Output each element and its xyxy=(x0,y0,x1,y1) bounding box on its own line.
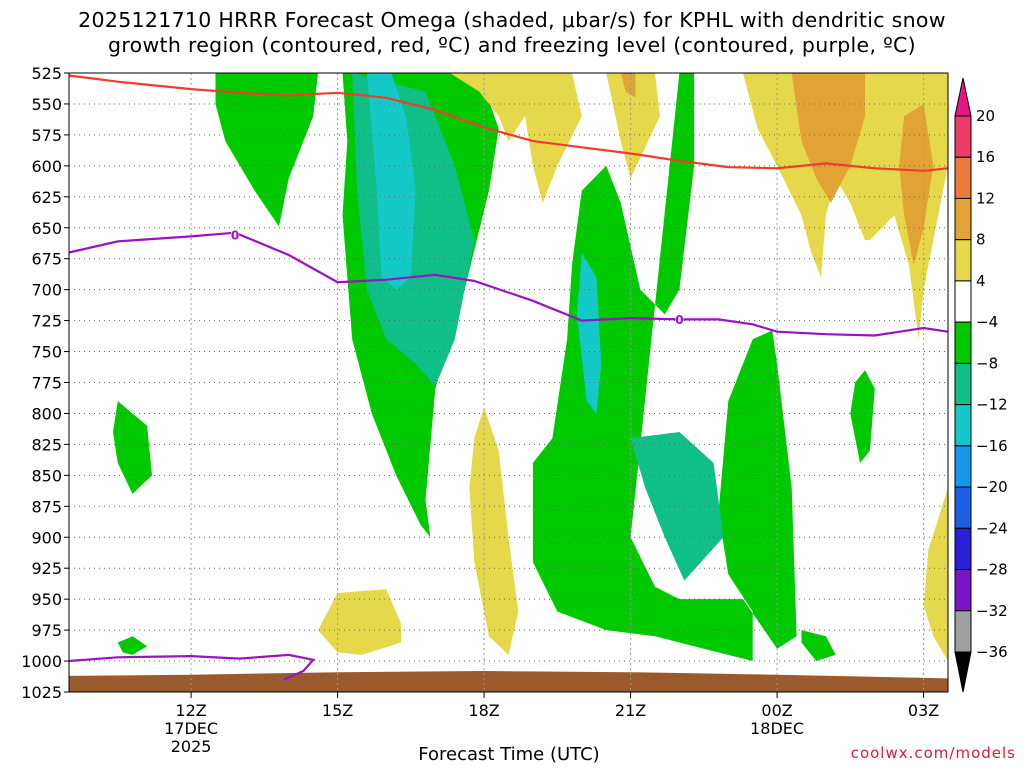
shaded-region-orange-right-col xyxy=(899,104,934,265)
y-tick-label-875: 875 xyxy=(31,497,62,516)
shaded-region-yellow-top-col-b xyxy=(518,73,582,203)
x-tick-label-15Z: 15Z xyxy=(322,701,353,720)
colorbar-label-4: 4 xyxy=(976,272,986,290)
contour-freezing-level xyxy=(68,231,949,337)
shaded-region-yellow-lower-18z xyxy=(469,407,519,655)
colorbar-label-13: −36 xyxy=(976,643,1008,661)
colorbar-swatch-0 xyxy=(954,115,972,158)
colorbar-label-12: −32 xyxy=(976,602,1008,620)
shaded-region-yellow-top-col-c xyxy=(606,73,660,179)
contour-label-0: 0 xyxy=(231,229,239,243)
y-tick-label-825: 825 xyxy=(31,435,62,454)
y-tick-label-900: 900 xyxy=(31,528,62,547)
contour-label-bg-1 xyxy=(675,312,684,326)
contour-dgz-red xyxy=(68,74,949,172)
y-tick-label-650: 650 xyxy=(31,219,62,238)
x-year-label-12Z: 2025 xyxy=(171,737,212,756)
colorbar-swatch-2 xyxy=(954,197,972,241)
colorbar-swatch-7 xyxy=(954,404,972,447)
contour-label-1: 0 xyxy=(675,313,683,327)
chart-title-line-1: 2025121710 HRRR Forecast Omega (shaded, … xyxy=(78,8,946,32)
colorbar-label-2: 12 xyxy=(976,189,995,207)
y-tick-label-625: 625 xyxy=(31,188,62,207)
colorbar-label-8: −16 xyxy=(976,437,1008,455)
colorbar-label-10: −24 xyxy=(976,519,1008,537)
contour-label-bg-0 xyxy=(231,228,240,242)
x-tick-label-21Z: 21Z xyxy=(615,701,646,720)
shaded-region-green-bottom-right-dot xyxy=(801,630,836,661)
shaded-region-orange-top-right xyxy=(791,73,865,203)
shaded-region-green-right-column xyxy=(532,73,797,661)
terrain xyxy=(69,671,948,692)
shaded-region-teal-lower-center xyxy=(630,432,724,581)
y-tick-label-525: 525 xyxy=(31,64,62,83)
y-tick-label-1000: 1000 xyxy=(21,652,62,671)
terrain-ground xyxy=(69,671,948,692)
y-tick-label-1025: 1025 xyxy=(21,683,62,702)
x-tick-label-00Z: 00Z xyxy=(761,701,792,720)
shaded-region-yellow-top-right xyxy=(742,73,948,340)
x-tick-label-03Z: 03Z xyxy=(908,701,939,720)
shaded-region-green-far-right-blob xyxy=(850,370,875,463)
colorbar-label-0: 20 xyxy=(976,107,995,125)
shaded-region-green-bottom-left-dot xyxy=(117,636,148,655)
shaded-regions xyxy=(113,73,948,661)
y-tick-label-725: 725 xyxy=(31,312,62,331)
y-tick-label-775: 775 xyxy=(31,374,62,393)
contour-freezing-level-low xyxy=(68,653,316,681)
colorbar-label-5: −4 xyxy=(976,313,998,331)
colorbar-swatch-3 xyxy=(954,239,972,282)
colorbar-label-3: 8 xyxy=(976,231,986,249)
shaded-region-yellow-bottom-15z xyxy=(318,589,402,655)
x-date-label-00Z: 18DEC xyxy=(750,719,804,738)
y-tick-label-950: 950 xyxy=(31,590,62,609)
x-date-label-12Z: 17DEC xyxy=(164,719,218,738)
colorbar-swatch-4 xyxy=(954,280,972,323)
y-tick-label-550: 550 xyxy=(31,95,62,114)
shaded-region-yellow-bottom-right xyxy=(923,487,948,661)
y-tick-label-600: 600 xyxy=(31,157,62,176)
grid xyxy=(69,72,948,693)
shaded-region-cyan-right-column xyxy=(576,252,602,414)
colorbar-swatch-5 xyxy=(954,321,972,364)
y-tick-label-700: 700 xyxy=(31,281,62,300)
x-tick-label-12Z: 12Z xyxy=(175,701,206,720)
colorbar-swatch-8 xyxy=(954,445,972,488)
colorbar-label-1: 16 xyxy=(976,148,995,166)
shaded-region-yellow-top-col-a xyxy=(449,73,533,142)
y-tick-label-750: 750 xyxy=(31,343,62,362)
y-tick-label-850: 850 xyxy=(31,466,62,485)
shaded-region-orange-top-col-c xyxy=(620,73,636,98)
colorbar-swatch-6 xyxy=(954,362,972,406)
y-tick-label-975: 975 xyxy=(31,621,62,640)
shaded-region-green-upper-left-lobe xyxy=(215,73,318,227)
colorbar-top-arrow xyxy=(954,77,972,117)
y-tick-label-575: 575 xyxy=(31,126,62,145)
y-tick-label-800: 800 xyxy=(31,404,62,423)
colorbar-label-11: −28 xyxy=(976,561,1008,579)
colorbar-label-6: −8 xyxy=(976,354,998,372)
x-tick-label-18Z: 18Z xyxy=(468,701,499,720)
colorbar-swatch-1 xyxy=(954,156,972,199)
colorbar-label-7: −12 xyxy=(976,396,1008,414)
shaded-region-green-left-small xyxy=(113,401,152,494)
colorbar: 20 16 12 8 4 −4 −8 −12 −16 −20 −24 −28 −32 −36 xyxy=(954,77,1008,693)
colorbar-swatch-last xyxy=(954,610,972,653)
colorbar-label-9: −20 xyxy=(976,478,1008,496)
colorbar-bottom-arrow xyxy=(954,651,972,693)
credit-link[interactable]: coolwx.com/models xyxy=(850,744,1016,762)
y-tick-label-925: 925 xyxy=(31,559,62,578)
colorbar-swatch-9 xyxy=(954,486,972,529)
chart-title-line-2: growth region (contoured, red, ºC) and f… xyxy=(108,33,916,57)
y-tick-label-675: 675 xyxy=(31,250,62,269)
x-axis-label: Forecast Time (UTC) xyxy=(418,744,600,765)
shaded-region-cyan-main-descent xyxy=(366,73,416,290)
colorbar-swatch-10 xyxy=(954,527,972,571)
contours: 00 xyxy=(68,74,949,681)
colorbar-swatch-11 xyxy=(954,569,972,612)
axes: 525 550 575 600 625 650 675 700 725 750 775 800 825 8… xyxy=(21,64,949,756)
